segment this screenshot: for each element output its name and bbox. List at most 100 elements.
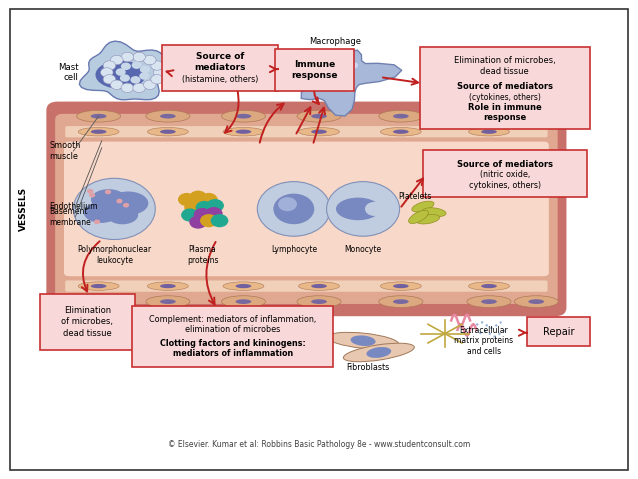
Circle shape xyxy=(121,83,133,92)
Circle shape xyxy=(144,56,156,65)
Ellipse shape xyxy=(393,299,409,304)
Circle shape xyxy=(115,68,126,76)
Circle shape xyxy=(116,199,122,204)
Ellipse shape xyxy=(160,284,175,288)
FancyBboxPatch shape xyxy=(55,114,558,304)
Circle shape xyxy=(205,207,223,220)
Ellipse shape xyxy=(467,296,511,308)
Ellipse shape xyxy=(311,130,327,134)
Ellipse shape xyxy=(481,114,497,118)
Circle shape xyxy=(151,61,163,70)
FancyBboxPatch shape xyxy=(275,49,353,91)
Ellipse shape xyxy=(78,127,119,136)
Circle shape xyxy=(273,194,315,224)
Ellipse shape xyxy=(91,284,107,288)
Text: Repair: Repair xyxy=(542,327,574,337)
Text: Role in immune
response: Role in immune response xyxy=(468,103,542,122)
Circle shape xyxy=(211,320,225,331)
Ellipse shape xyxy=(318,70,352,89)
Ellipse shape xyxy=(366,347,391,358)
Circle shape xyxy=(103,61,115,70)
Circle shape xyxy=(196,201,213,214)
Ellipse shape xyxy=(235,114,251,118)
Ellipse shape xyxy=(416,215,440,224)
Circle shape xyxy=(144,80,156,90)
Circle shape xyxy=(178,193,196,206)
Text: Macrophage: Macrophage xyxy=(309,37,360,46)
Circle shape xyxy=(94,219,100,224)
Text: Plasma
proteins: Plasma proteins xyxy=(187,245,218,264)
Circle shape xyxy=(184,201,202,214)
Ellipse shape xyxy=(365,202,384,216)
Circle shape xyxy=(218,327,232,337)
Text: (histamine, others): (histamine, others) xyxy=(182,75,258,84)
FancyBboxPatch shape xyxy=(132,307,334,366)
Ellipse shape xyxy=(311,299,327,304)
Circle shape xyxy=(189,191,207,204)
Ellipse shape xyxy=(481,299,497,304)
Ellipse shape xyxy=(393,284,409,288)
Ellipse shape xyxy=(77,110,121,122)
Ellipse shape xyxy=(299,282,339,290)
Ellipse shape xyxy=(311,114,327,118)
FancyBboxPatch shape xyxy=(423,150,586,197)
Circle shape xyxy=(153,68,166,77)
Ellipse shape xyxy=(528,114,544,118)
Ellipse shape xyxy=(514,110,558,122)
Circle shape xyxy=(349,62,358,68)
Ellipse shape xyxy=(84,202,119,223)
Circle shape xyxy=(200,193,218,206)
Ellipse shape xyxy=(379,110,423,122)
Circle shape xyxy=(189,216,207,228)
Ellipse shape xyxy=(393,130,409,134)
Ellipse shape xyxy=(327,332,399,349)
Circle shape xyxy=(87,189,93,194)
Polygon shape xyxy=(79,41,174,100)
Ellipse shape xyxy=(297,296,341,308)
Ellipse shape xyxy=(412,201,434,212)
Ellipse shape xyxy=(467,110,511,122)
Circle shape xyxy=(229,325,243,335)
Text: Source of
mediators: Source of mediators xyxy=(194,52,246,72)
Ellipse shape xyxy=(514,296,558,308)
Circle shape xyxy=(346,86,355,92)
Circle shape xyxy=(206,199,224,212)
Circle shape xyxy=(110,80,123,90)
Ellipse shape xyxy=(160,299,175,304)
Circle shape xyxy=(223,319,237,330)
Ellipse shape xyxy=(297,110,341,122)
Circle shape xyxy=(208,328,222,338)
Ellipse shape xyxy=(146,296,190,308)
Text: Source of mediators: Source of mediators xyxy=(457,160,553,169)
Text: Mast
cell: Mast cell xyxy=(58,63,78,82)
Ellipse shape xyxy=(408,210,428,224)
FancyBboxPatch shape xyxy=(527,317,590,346)
Circle shape xyxy=(224,333,238,343)
Text: Extracellular
matrix proteins
and cells: Extracellular matrix proteins and cells xyxy=(454,326,514,355)
Ellipse shape xyxy=(223,282,264,290)
Ellipse shape xyxy=(96,61,146,89)
Ellipse shape xyxy=(468,282,510,290)
Circle shape xyxy=(121,52,133,62)
Ellipse shape xyxy=(311,284,327,288)
Text: Basement
membrane: Basement membrane xyxy=(50,207,91,227)
Ellipse shape xyxy=(147,127,188,136)
Ellipse shape xyxy=(343,343,414,362)
Ellipse shape xyxy=(528,299,544,304)
Circle shape xyxy=(120,74,130,82)
Text: © Elsevier. Kumar et al: Robbins Basic Pathology 8e - www.studentconsult.com: © Elsevier. Kumar et al: Robbins Basic P… xyxy=(168,440,470,449)
FancyBboxPatch shape xyxy=(420,46,590,129)
Ellipse shape xyxy=(221,110,265,122)
Ellipse shape xyxy=(422,208,446,217)
Ellipse shape xyxy=(160,130,175,134)
Text: Fibroblasts: Fibroblasts xyxy=(346,363,389,372)
Ellipse shape xyxy=(393,114,409,118)
Circle shape xyxy=(321,83,330,90)
Ellipse shape xyxy=(481,284,497,288)
Ellipse shape xyxy=(481,130,497,134)
Ellipse shape xyxy=(107,205,138,224)
FancyBboxPatch shape xyxy=(40,294,135,350)
Circle shape xyxy=(327,182,399,236)
Ellipse shape xyxy=(146,110,190,122)
Ellipse shape xyxy=(223,127,264,136)
